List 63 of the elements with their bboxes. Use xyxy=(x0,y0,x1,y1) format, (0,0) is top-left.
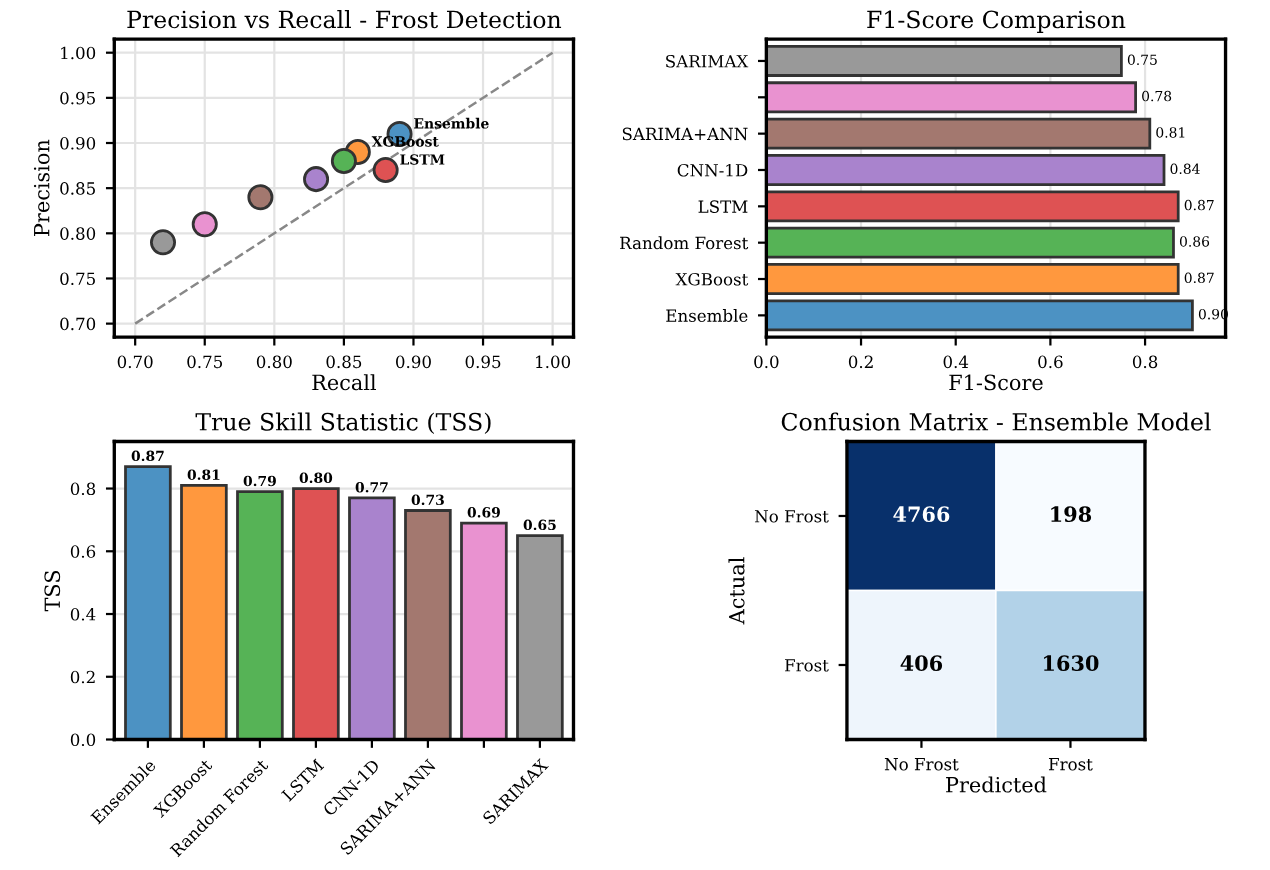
y-tick-label: SARIMA+ANN xyxy=(622,127,748,141)
x-axis-title: F1-Score xyxy=(949,374,1043,391)
y-tick-label: 0.85 xyxy=(60,182,95,195)
bar xyxy=(460,521,508,740)
bar xyxy=(766,45,1123,77)
y-tick-label: 0.70 xyxy=(60,317,96,331)
x-tick-label: 0.2 xyxy=(848,355,873,369)
data-label: 198 xyxy=(1051,506,1092,523)
x-tick-label: 0.4 xyxy=(943,355,969,369)
bar xyxy=(124,465,172,740)
bar xyxy=(180,484,228,740)
y-tick-label: 0.80 xyxy=(60,227,96,240)
y-tick-label: LSTM xyxy=(698,200,748,213)
y-tick-label: 0.0 xyxy=(70,733,96,747)
y-tick-label: 0.75 xyxy=(60,272,95,286)
x-tick-label: 1.00 xyxy=(536,355,571,369)
bar xyxy=(766,226,1175,259)
bar xyxy=(292,487,340,740)
x-tick-label: 0.70 xyxy=(117,355,153,369)
bar xyxy=(348,496,396,740)
chart-title: F1-Score Comparison xyxy=(867,10,1126,33)
bar xyxy=(766,81,1137,114)
bar xyxy=(766,154,1166,186)
x-axis-title: Recall xyxy=(312,374,376,391)
x-tick-label: No Frost xyxy=(884,758,959,771)
bar xyxy=(404,509,452,740)
x-tick-label: 0.6 xyxy=(1038,355,1063,369)
y-tick-label: 0.8 xyxy=(70,482,96,496)
data-label: 4766 xyxy=(893,506,950,523)
y-tick-label: 1.00 xyxy=(61,46,96,60)
y-tick-label: CNN-1D xyxy=(677,163,748,177)
chart-title: Confusion Matrix - Ensemble Model xyxy=(781,412,1211,431)
x-tick-label: 0.85 xyxy=(326,355,362,369)
chart-title: True Skill Statistic (TSS) xyxy=(195,412,491,435)
chart-title: Precision vs Recall - Frost Detection xyxy=(127,10,562,29)
data-label: 1630 xyxy=(1044,655,1099,672)
bar xyxy=(236,490,284,740)
bar xyxy=(766,299,1194,332)
y-tick-label: SARIMAX xyxy=(666,54,749,68)
x-tick-label: 0.80 xyxy=(256,355,292,369)
y-tick-label: 0.4 xyxy=(70,607,96,621)
bar xyxy=(766,263,1180,295)
x-tick-label: Frost xyxy=(1048,758,1093,771)
y-axis-title: TSS xyxy=(44,570,61,612)
y-tick-label: Ensemble xyxy=(666,309,748,322)
y-tick-label: 0.95 xyxy=(60,91,95,105)
y-axis-title: Precision xyxy=(33,139,50,236)
y-tick-label: Random Forest xyxy=(620,236,749,250)
data-label: 406 xyxy=(900,655,943,672)
bar xyxy=(516,534,564,740)
bar xyxy=(766,117,1152,150)
x-axis-title: Predicted xyxy=(946,776,1047,793)
y-tick-label: 0.90 xyxy=(60,136,96,150)
y-tick-label: 0.2 xyxy=(70,670,95,684)
x-tick-label: 0.0 xyxy=(754,355,779,369)
x-tick-label: 0.8 xyxy=(1132,355,1158,369)
x-tick-label: 0.90 xyxy=(396,355,431,369)
bar xyxy=(766,190,1180,223)
y-tick-label: 0.6 xyxy=(70,545,96,558)
y-axis-title: Actual xyxy=(728,557,745,625)
y-tick-label: XGBoost xyxy=(675,272,749,286)
x-tick-label: 0.75 xyxy=(187,355,223,369)
x-tick-label: 0.95 xyxy=(465,355,501,369)
